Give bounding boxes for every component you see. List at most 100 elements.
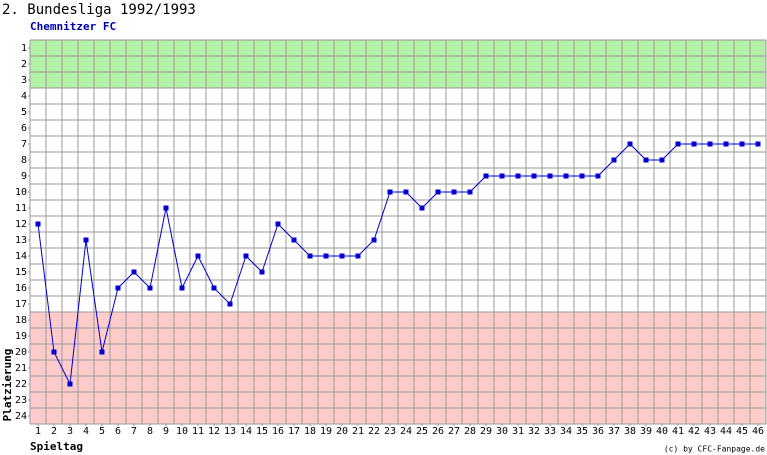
point (99, 349, 105, 355)
x-tick-label: 23 (384, 426, 396, 437)
x-tick-label: 12 (208, 426, 220, 437)
x-tick-label: 40 (656, 426, 668, 437)
x-axis-label: Spieltag (30, 440, 83, 453)
x-tick-label: 30 (496, 426, 508, 437)
x-tick-label: 29 (480, 426, 492, 437)
point (371, 237, 377, 243)
y-tick-label: 17 (15, 299, 27, 310)
y-tick-label: 16 (15, 283, 27, 294)
x-tick-label: 44 (720, 426, 732, 437)
x-tick-label: 31 (512, 426, 524, 437)
y-tick-label: 20 (15, 347, 27, 358)
point (483, 173, 489, 179)
point (307, 253, 313, 259)
x-tick-label: 4 (83, 426, 89, 437)
point (115, 285, 121, 291)
x-tick-label: 37 (608, 426, 620, 437)
x-tick-label: 42 (688, 426, 700, 437)
point (579, 173, 585, 179)
x-tick-label: 27 (448, 426, 460, 437)
point (451, 189, 457, 195)
point (739, 141, 745, 147)
x-tick-label: 3 (67, 426, 73, 437)
y-tick-label: 19 (15, 331, 27, 342)
point (387, 189, 393, 195)
point (611, 157, 617, 163)
point (531, 173, 537, 179)
y-tick-label: 7 (21, 139, 27, 150)
x-tick-label: 45 (736, 426, 748, 437)
point (675, 141, 681, 147)
point (467, 189, 473, 195)
x-tick-label: 43 (704, 426, 716, 437)
y-tick-label: 9 (21, 171, 27, 182)
y-tick-label: 2 (21, 59, 27, 70)
y-tick-label: 22 (15, 379, 27, 390)
x-tick-label: 46 (752, 426, 764, 437)
point (131, 269, 137, 275)
x-tick-label: 25 (416, 426, 428, 437)
x-tick-label: 24 (400, 426, 412, 437)
y-tick-label: 3 (21, 75, 27, 86)
point (643, 157, 649, 163)
point (595, 173, 601, 179)
y-tick-label: 6 (21, 123, 27, 134)
y-axis-label: Platzierung (1, 349, 14, 422)
point (563, 173, 569, 179)
x-tick-label: 22 (368, 426, 380, 437)
y-tick-label: 21 (15, 363, 27, 374)
point (323, 253, 329, 259)
point (67, 381, 73, 387)
x-tick-label: 17 (288, 426, 300, 437)
point (339, 253, 345, 259)
x-tick-label: 19 (320, 426, 332, 437)
chart-title: 2. Bundesliga 1992/1993 (2, 2, 196, 18)
point (499, 173, 505, 179)
x-tick-label: 11 (192, 426, 204, 437)
y-tick-label: 4 (21, 91, 27, 102)
y-tick-label: 18 (15, 315, 27, 326)
y-tick-label: 24 (15, 411, 27, 422)
x-tick-label: 8 (147, 426, 153, 437)
series-line (37, 143, 758, 386)
point (435, 189, 441, 195)
x-tick-label: 41 (672, 426, 684, 437)
y-tick-label: 1 (21, 43, 27, 54)
point (275, 221, 281, 227)
point (403, 189, 409, 195)
point (355, 253, 361, 259)
point (723, 141, 729, 147)
point (259, 269, 265, 275)
point (691, 141, 697, 147)
point (547, 173, 553, 179)
x-tick-label: 33 (544, 426, 556, 437)
y-tick-label: 23 (15, 395, 27, 406)
x-tick-label: 26 (432, 426, 444, 437)
x-tick-label: 28 (464, 426, 476, 437)
point (755, 141, 761, 147)
x-tick-label: 35 (576, 426, 588, 437)
y-tick-label: 14 (15, 251, 27, 262)
point (243, 253, 249, 259)
point (419, 205, 425, 211)
x-tick-label: 1 (35, 426, 41, 437)
point (627, 141, 633, 147)
point (179, 285, 185, 291)
x-tick-label: 39 (640, 426, 652, 437)
x-tick-label: 5 (99, 426, 105, 437)
point (35, 221, 41, 227)
x-tick-label: 13 (224, 426, 236, 437)
point (83, 237, 89, 243)
x-tick-label: 2 (51, 426, 57, 437)
x-tick-label: 16 (272, 426, 284, 437)
point (659, 157, 665, 163)
x-tick-label: 21 (352, 426, 364, 437)
y-tick-label: 11 (15, 203, 27, 214)
x-tick-label: 36 (592, 426, 604, 437)
x-tick-label: 7 (131, 426, 137, 437)
point (147, 285, 153, 291)
x-tick-label: 20 (336, 426, 348, 437)
point (707, 141, 713, 147)
